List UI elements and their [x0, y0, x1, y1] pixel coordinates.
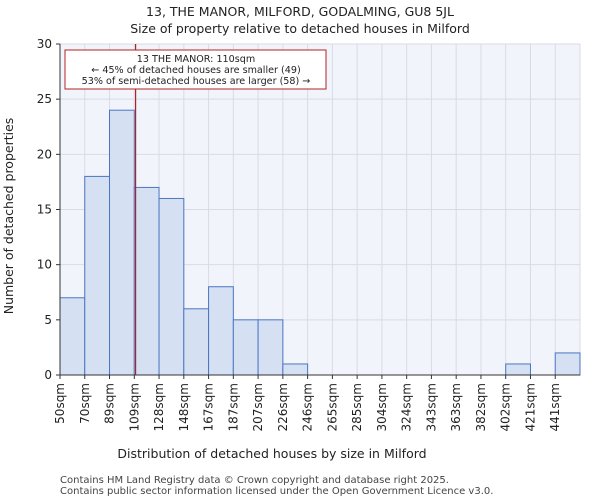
- y-tick-label: 10: [37, 258, 52, 272]
- x-tick-label: 148sqm: [177, 383, 191, 431]
- y-axis-label: Number of detached properties: [1, 118, 16, 315]
- histogram-bar: [109, 109, 135, 376]
- chart-subtitle: Size of property relative to detached ho…: [130, 21, 470, 36]
- x-tick-label: 167sqm: [202, 383, 216, 431]
- x-tick-label: 187sqm: [226, 383, 240, 431]
- histogram-bar: [232, 319, 259, 376]
- annotation-box: 13 THE MANOR: 110sqm ← 45% of detached h…: [64, 49, 327, 90]
- x-tick-label: 128sqm: [152, 383, 166, 431]
- annotation-frame: [64, 49, 327, 90]
- x-tick-label: 421sqm: [523, 383, 537, 431]
- x-tick-label: 441sqm: [548, 383, 562, 431]
- histogram-bar: [208, 286, 234, 376]
- annotation-smaller: ← 45% of detached houses are smaller (49…: [91, 65, 300, 76]
- x-tick-label: 265sqm: [325, 383, 339, 431]
- x-tick-label: 324sqm: [400, 383, 414, 431]
- x-tick-label: 402sqm: [499, 383, 513, 431]
- x-tick-label: 382sqm: [474, 383, 488, 431]
- annotation-title: 13 THE MANOR: 110sqm: [137, 54, 255, 65]
- x-tick-label: 246sqm: [301, 383, 315, 431]
- x-tick-label: 70sqm: [78, 383, 92, 424]
- x-tick-label: 109sqm: [127, 383, 141, 431]
- x-tick-label: 226sqm: [276, 383, 290, 431]
- histogram-bar: [84, 175, 111, 376]
- x-tick-label: 285sqm: [350, 383, 364, 431]
- histogram-bar: [133, 186, 160, 376]
- x-tick-label: 343sqm: [424, 383, 438, 431]
- x-axis-label: Distribution of detached houses by size …: [117, 446, 426, 461]
- x-tick-label: 363sqm: [449, 383, 463, 431]
- y-tick-label: 15: [37, 203, 52, 217]
- x-tick-label: 89sqm: [103, 383, 117, 424]
- y-tick-label: 0: [44, 368, 52, 382]
- x-tick-label: 304sqm: [375, 383, 389, 431]
- histogram-bar: [158, 197, 185, 376]
- y-tick-label: 5: [44, 313, 52, 327]
- y-tick-label: 20: [37, 147, 52, 161]
- x-tick-label: 50sqm: [53, 383, 67, 424]
- y-tick-label: 30: [37, 37, 52, 51]
- chart-title: 13, THE MANOR, MILFORD, GODALMING, GU8 5…: [146, 4, 454, 19]
- footer-line-2: Contains public sector information licen…: [60, 486, 493, 497]
- histogram-bar: [554, 352, 581, 376]
- x-tick-label: 207sqm: [251, 383, 265, 431]
- histogram-bar: [282, 363, 309, 376]
- annotation-larger: 53% of semi-detached houses are larger (…: [82, 76, 311, 87]
- histogram-bar: [59, 297, 86, 376]
- histogram-bar: [505, 363, 531, 376]
- histogram-bar: [183, 308, 210, 376]
- footer-line-1: Contains HM Land Registry data © Crown c…: [60, 475, 449, 486]
- axes: 0 5 10 15 20 25 30 50sqm 70sqm 89sqm 109sqm 128sqm 1…: [37, 37, 580, 431]
- y-tick-label: 25: [37, 92, 52, 106]
- histogram-bar: [257, 319, 284, 376]
- bars: [59, 109, 581, 376]
